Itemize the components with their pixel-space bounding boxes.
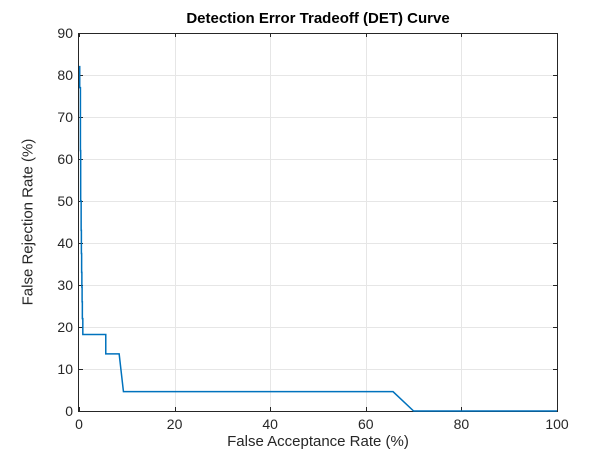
y-tick-label: 80 bbox=[57, 67, 73, 83]
x-axis-label: False Acceptance Rate (%) bbox=[227, 433, 409, 450]
y-tick-label: 70 bbox=[57, 109, 73, 125]
chart-title: Detection Error Tradeoff (DET) Curve bbox=[186, 10, 450, 27]
y-tick-label: 10 bbox=[57, 361, 73, 377]
x-tick-label: 0 bbox=[75, 416, 83, 432]
y-tick-label: 90 bbox=[57, 25, 73, 41]
y-tick-label: 30 bbox=[57, 277, 73, 293]
x-tick-label: 20 bbox=[166, 416, 183, 432]
y-tick-label: 40 bbox=[57, 235, 73, 251]
x-tick-label: 80 bbox=[453, 416, 470, 432]
y-tick-label: 60 bbox=[57, 151, 73, 167]
x-tick-label: 100 bbox=[545, 416, 569, 432]
det-curve-line bbox=[78, 65, 557, 412]
axes-box bbox=[78, 33, 558, 412]
y-tick-label: 50 bbox=[57, 193, 73, 209]
y-tick-label: 0 bbox=[65, 403, 73, 419]
x-tick-label: 60 bbox=[358, 416, 374, 432]
y-axis-label: False Rejection Rate (%) bbox=[19, 138, 37, 306]
y-tick-label: 20 bbox=[57, 319, 73, 335]
x-tick-label: 40 bbox=[262, 416, 278, 432]
